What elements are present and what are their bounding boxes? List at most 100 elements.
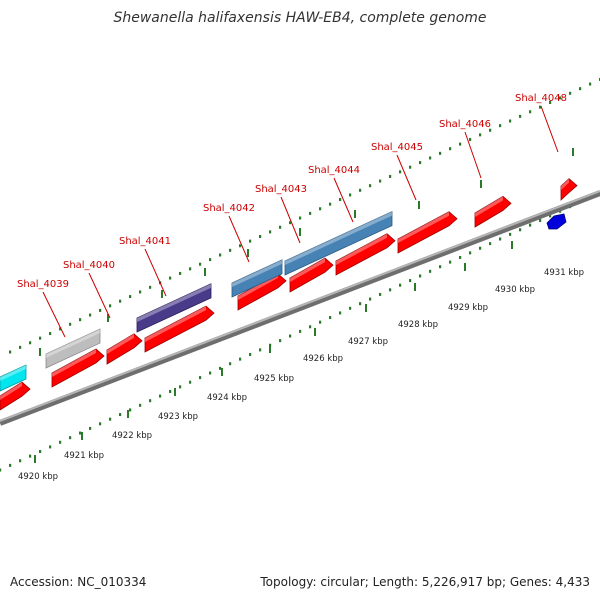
kbp-labels: 4920 kbp 4921 kbp 4922 kbp 4923 kbp 4924 kbp… (18, 268, 584, 482)
kbp-label: 4930 kbp (495, 285, 535, 295)
lower-tick-dot (89, 426, 92, 430)
kbp-label: 4923 kbp (158, 412, 198, 422)
upper-tick-dot (479, 133, 482, 137)
kbp-label: 4921 kbp (64, 451, 104, 461)
lower-tick-dot (429, 269, 432, 273)
lower-tick-dot (69, 436, 72, 440)
upper-tick-dot (69, 322, 72, 326)
upper-tick-dot (139, 290, 142, 294)
upper-tick-dot (279, 225, 282, 229)
lower-tick-dot (239, 357, 242, 361)
kbp-label: 4928 kbp (398, 320, 438, 330)
lower-tick-dot (379, 292, 382, 296)
upper-tick-dot (129, 295, 132, 299)
leader-line (280, 196, 301, 244)
feature-cyan-shine (0, 364, 26, 381)
upper-tick-dot (429, 156, 432, 160)
lower-tick-dot (139, 403, 142, 407)
upper-tick-dot (289, 221, 292, 225)
gene-label: Shal_4048 (515, 93, 567, 104)
lower-tick-dot (49, 445, 52, 449)
lower-tick-dot (59, 440, 62, 444)
upper-tick-dot (299, 216, 302, 220)
upper-tick-dot (459, 142, 462, 146)
lower-tick-dot (339, 311, 342, 315)
upper-tick-dot (449, 147, 452, 151)
cds-arrow-shal-4044-shine (336, 233, 387, 265)
lower-tick-dot (259, 348, 262, 352)
cds-arrow-shal-4046-shine (475, 196, 503, 217)
kbp-label: 4920 kbp (18, 472, 58, 482)
upper-tick-dot (549, 101, 552, 105)
upper-tick-dot (589, 82, 592, 86)
upper-tick-dot (359, 188, 362, 192)
feature-steel-shal-4043-shine (285, 211, 392, 265)
lower-tick-dot (489, 242, 492, 246)
upper-tick-dot (259, 235, 262, 238)
upper-tick-dot (469, 137, 472, 141)
upper-tick-dot (89, 313, 92, 317)
leader-line (464, 131, 482, 179)
cds-arrow-shal-4045-shine (398, 211, 449, 243)
upper-tick-dot (169, 276, 172, 280)
feature-gray-shal-4039-shine (46, 329, 100, 358)
cds-arrow-shal-4040-shine (107, 333, 134, 354)
cds-arrow-shal-4043 (289, 257, 334, 293)
lower-tick-dot (369, 297, 372, 301)
upper-tick-dot (9, 350, 12, 354)
cds-arrow-shal-4043-shine (290, 258, 325, 282)
feature-purple-shal-4041-shine (137, 283, 211, 322)
upper-tick-dot (329, 202, 332, 206)
upper-tick-dot (199, 262, 202, 266)
lower-tick-dot (119, 413, 122, 417)
cds-arrow-shine (0, 382, 22, 400)
lower-tick-dot (419, 274, 422, 278)
leader-line (540, 105, 559, 153)
upper-tick-dot (369, 184, 372, 188)
upper-tick-dot (79, 318, 82, 322)
lower-tick-dot (159, 394, 162, 398)
upper-tick-dot (439, 151, 442, 155)
upper-tick-dot (379, 179, 382, 183)
lower-tick-dot (439, 265, 442, 269)
feature-purple-shal-4041 (136, 283, 212, 333)
upper-tick-dot (239, 244, 242, 248)
lower-tick-dot (499, 237, 502, 241)
upper-tick-dot (399, 170, 402, 174)
upper-tick-dot (519, 114, 522, 118)
gene-label: Shal_4046 (439, 119, 491, 130)
upper-tick-dot (529, 110, 532, 114)
gene-labels: Shal_4039Shal_4040Shal_4041Shal_4042Shal… (17, 93, 567, 290)
lower-tick-dot (279, 339, 282, 343)
lower-tick-dot (0, 468, 2, 472)
cds-arrow-shal-4041-shine (145, 306, 206, 342)
upper-tick-dot (389, 174, 392, 178)
gene-label: Shal_4040 (63, 260, 115, 271)
upper-tick-dot (99, 308, 102, 312)
upper-tick-dot (269, 230, 272, 234)
upper-tick-dot (419, 161, 422, 165)
upper-tick-dot (179, 271, 182, 275)
genome-backbone (0, 190, 600, 426)
upper-tick-dot (189, 267, 192, 271)
gene-label: Shal_4045 (371, 142, 423, 153)
cds-arrow-shal-4048 (560, 178, 578, 201)
lower-tick-dot (529, 223, 532, 227)
upper-tick-dot (499, 124, 502, 128)
upper-tick-dot (309, 211, 312, 215)
lower-tick-dot (249, 353, 252, 356)
cds-arrow-shal-4044 (335, 233, 396, 276)
cds-arrow-shal-4048-shine (561, 178, 569, 190)
upper-tick-dot (109, 304, 112, 308)
leader-line (228, 215, 250, 263)
lower-tick-dot (39, 450, 42, 454)
kbp-label: 4931 kbp (544, 268, 584, 278)
lower-tick-dot (509, 232, 512, 236)
cds-arrow (0, 381, 31, 411)
feature-steel-shal-4042-shine (232, 259, 282, 287)
upper-tick-dot (569, 91, 572, 95)
accession-label: Accession: NC_010334 (10, 575, 147, 589)
lower-tick-dot (309, 325, 312, 329)
kbp-label: 4926 kbp (303, 354, 343, 364)
